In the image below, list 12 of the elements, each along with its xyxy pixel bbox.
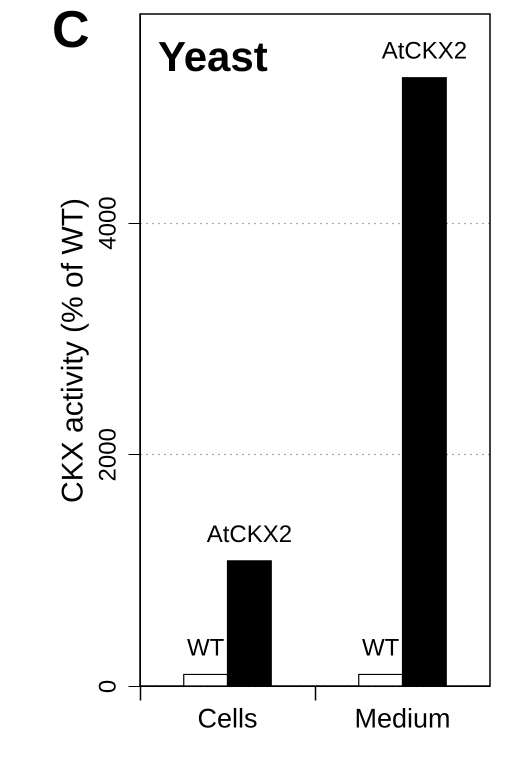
y-axis-title: CKX activity (% of WT) bbox=[56, 198, 90, 504]
text: WT bbox=[362, 634, 400, 662]
chart-title: Yeast bbox=[158, 33, 268, 80]
y-tick-label: 2000 bbox=[94, 428, 122, 482]
text: C bbox=[52, 0, 90, 60]
x-tick-label: Cells bbox=[197, 704, 258, 734]
y-tick-label: 4000 bbox=[94, 196, 122, 250]
series-label: WT bbox=[186, 634, 225, 662]
x-tick-label: Medium bbox=[354, 704, 451, 734]
series-label: AtCKX2 bbox=[206, 520, 292, 548]
y-tick-label: 0 bbox=[94, 680, 122, 694]
text: AtCKX2 bbox=[382, 38, 468, 65]
